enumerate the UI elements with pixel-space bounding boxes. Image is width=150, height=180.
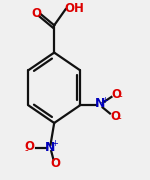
Text: O: O (112, 88, 122, 101)
Text: O: O (51, 157, 61, 170)
Text: N: N (95, 97, 105, 110)
Text: O: O (31, 7, 41, 20)
Text: -: - (24, 145, 28, 155)
Text: -: - (117, 113, 121, 123)
Text: O: O (110, 110, 120, 123)
Text: +: + (51, 139, 58, 148)
Text: O: O (25, 140, 35, 153)
Text: +: + (101, 96, 108, 105)
Text: N: N (45, 141, 56, 154)
Text: -: - (119, 92, 122, 102)
Text: OH: OH (64, 2, 84, 15)
